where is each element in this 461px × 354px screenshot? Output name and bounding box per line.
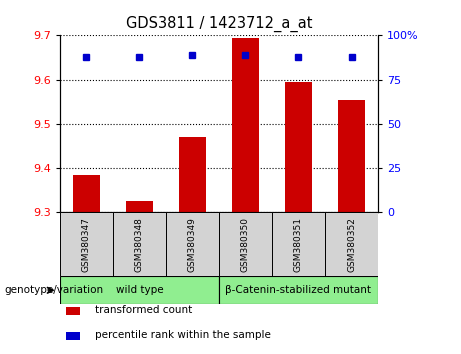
Text: β-Catenin-stabilized mutant: β-Catenin-stabilized mutant	[225, 285, 372, 295]
Bar	[66, 308, 80, 315]
Text: GSM380350: GSM380350	[241, 217, 250, 272]
Bar	[126, 201, 153, 212]
Bar	[166, 212, 219, 276]
Text: wild type: wild type	[116, 285, 163, 295]
Bar	[285, 82, 312, 212]
Text: transformed count: transformed count	[95, 305, 192, 315]
Text: genotype/variation: genotype/variation	[5, 285, 104, 295]
Text: GSM380348: GSM380348	[135, 217, 144, 272]
Text: GSM380347: GSM380347	[82, 217, 91, 272]
Bar	[338, 99, 365, 212]
Text: GDS3811 / 1423712_a_at: GDS3811 / 1423712_a_at	[126, 16, 312, 32]
Text: GSM380352: GSM380352	[347, 217, 356, 272]
Bar	[60, 276, 219, 304]
Text: percentile rank within the sample: percentile rank within the sample	[95, 330, 271, 340]
Text: GSM380349: GSM380349	[188, 217, 197, 272]
Text: GSM380351: GSM380351	[294, 217, 303, 272]
Bar	[219, 212, 272, 276]
Bar	[325, 212, 378, 276]
Bar	[73, 175, 100, 212]
Bar	[219, 276, 378, 304]
Bar	[66, 332, 80, 340]
Bar	[179, 137, 206, 212]
Bar	[232, 38, 259, 212]
Bar	[60, 212, 113, 276]
Bar	[272, 212, 325, 276]
Bar	[113, 212, 166, 276]
